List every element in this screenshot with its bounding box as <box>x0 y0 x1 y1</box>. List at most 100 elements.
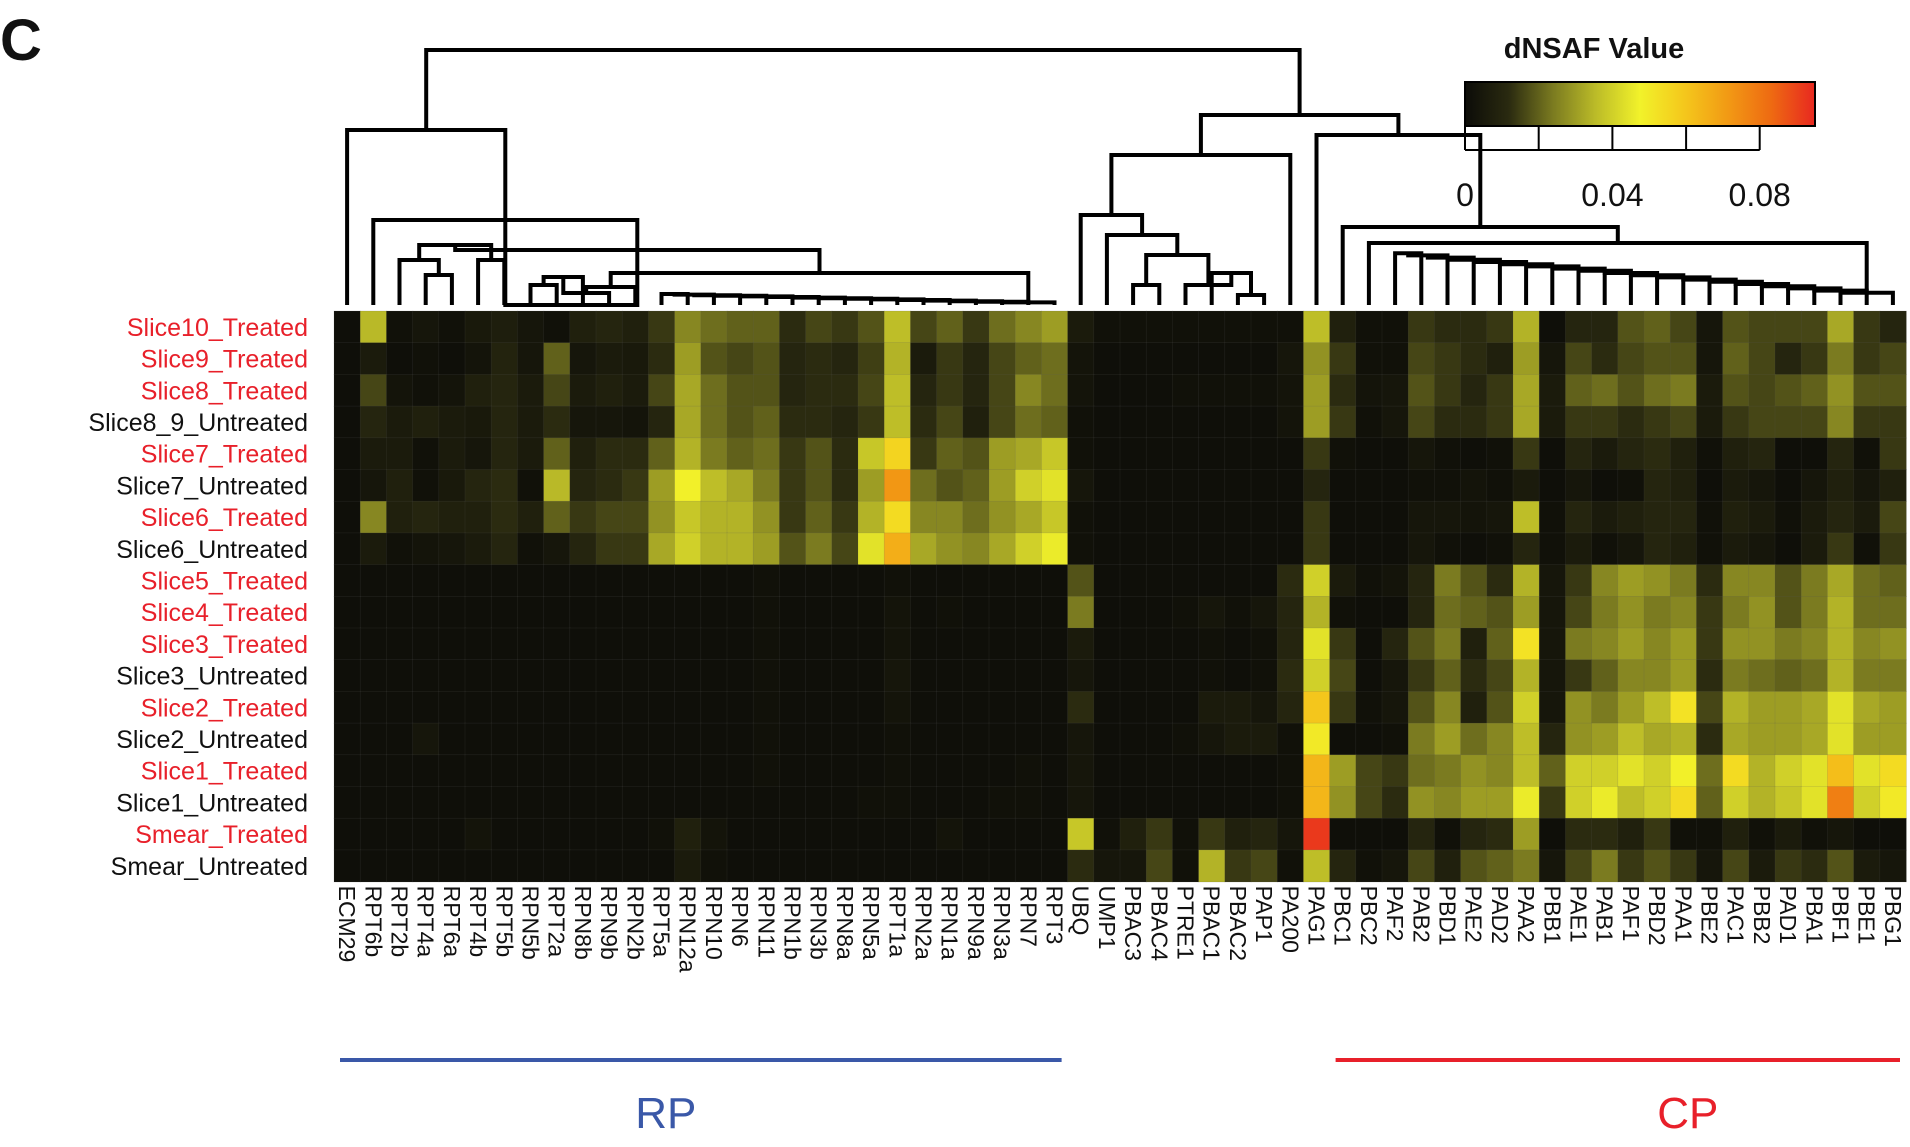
heatmap-cell <box>1041 754 1069 788</box>
heatmap-cell <box>988 342 1016 376</box>
heatmap-cell <box>1774 532 1802 566</box>
heatmap-cell <box>1879 310 1907 344</box>
heatmap-cell <box>1774 469 1802 502</box>
heatmap-cell <box>726 659 754 693</box>
column-label: PBAC3 <box>1120 886 1146 961</box>
heatmap-cell <box>1722 754 1750 788</box>
heatmap-cell <box>962 437 990 471</box>
heatmap-cell <box>1879 849 1907 883</box>
column-label: PAC1 <box>1723 886 1749 944</box>
heatmap-cell <box>1512 342 1540 376</box>
heatmap-cell <box>543 342 571 376</box>
column-label: RPN3a <box>989 886 1015 960</box>
heatmap-cell <box>438 500 466 534</box>
heatmap-cell <box>1748 310 1776 344</box>
heatmap-cell <box>910 374 938 407</box>
legend-tick-label: 0.08 <box>1729 177 1791 213</box>
heatmap-cell <box>700 722 728 756</box>
heatmap-cell <box>1093 691 1121 724</box>
heatmap-cell <box>1224 849 1252 883</box>
heatmap-cell <box>779 691 807 724</box>
heatmap-cell <box>438 595 466 629</box>
heatmap-cell <box>464 627 492 661</box>
heatmap-cell <box>1669 659 1698 693</box>
column-label: RPT2b <box>387 886 413 958</box>
heatmap-cell <box>726 627 754 661</box>
heatmap-cell <box>1669 817 1698 851</box>
heatmap-cell <box>386 849 414 883</box>
heatmap-cell <box>1800 469 1829 502</box>
heatmap-cell <box>412 500 440 534</box>
heatmap-cell <box>1486 754 1514 788</box>
heatmap-cell <box>752 627 781 661</box>
heatmap-cell <box>1250 722 1278 756</box>
heatmap-cell <box>1774 786 1802 819</box>
heatmap-cell <box>1250 374 1278 407</box>
heatmap-cell <box>1643 564 1671 597</box>
heatmap-cell <box>700 437 728 471</box>
heatmap-cell <box>805 659 833 693</box>
heatmap-cell <box>1486 627 1514 661</box>
heatmap-cell <box>333 532 361 566</box>
heatmap-cell <box>726 722 754 756</box>
heatmap-cell <box>1407 437 1436 471</box>
heatmap-cell <box>1512 310 1540 344</box>
heatmap-cell <box>412 722 440 756</box>
heatmap-cell <box>1669 532 1698 566</box>
heatmap-cell <box>1119 405 1147 439</box>
heatmap-cell <box>1512 564 1540 597</box>
heatmap-cell <box>831 754 859 788</box>
heatmap-cell <box>333 595 361 629</box>
heatmap-cell <box>1014 405 1043 439</box>
heatmap-cell <box>1696 310 1724 344</box>
heatmap-cell <box>1800 342 1829 376</box>
heatmap-cell <box>1800 437 1829 471</box>
heatmap-cell <box>490 722 519 756</box>
heatmap-cell <box>490 469 519 502</box>
heatmap-cell <box>1407 849 1436 883</box>
heatmap-cell <box>1538 437 1567 471</box>
heatmap-cell <box>1119 595 1147 629</box>
heatmap-cell <box>1224 437 1252 471</box>
heatmap-cell <box>569 564 597 597</box>
heatmap-cell <box>988 500 1016 534</box>
heatmap-cell <box>857 849 885 883</box>
heatmap-cell <box>1303 817 1331 851</box>
heatmap-cell <box>1303 627 1331 661</box>
heatmap-cell <box>1224 754 1252 788</box>
heatmap-cell <box>674 469 702 502</box>
heatmap-cell <box>1041 691 1069 724</box>
heatmap-cell <box>883 722 912 756</box>
heatmap-cell <box>333 754 361 788</box>
heatmap-cell <box>1669 500 1698 534</box>
heatmap-cell <box>1827 405 1855 439</box>
heatmap-cell <box>1381 849 1409 883</box>
heatmap-cell <box>1172 500 1200 534</box>
heatmap-cell <box>543 691 571 724</box>
heatmap-cell <box>1434 374 1462 407</box>
heatmap-cell <box>1853 627 1881 661</box>
heatmap-cell <box>1276 374 1305 407</box>
column-label: RPT5a <box>649 886 675 958</box>
heatmap-cell <box>1224 627 1252 661</box>
dendrogram-branch <box>423 273 454 305</box>
heatmap-cell <box>1093 595 1121 629</box>
heatmap-cell <box>726 595 754 629</box>
heatmap-cell <box>831 437 859 471</box>
dendrogram-branch <box>397 258 441 305</box>
heatmap-cell <box>1800 691 1829 724</box>
heatmap-cell <box>1827 500 1855 534</box>
heatmap-cell <box>910 532 938 566</box>
heatmap-cell <box>569 437 597 471</box>
heatmap-cell <box>648 849 676 883</box>
heatmap-cell <box>1460 754 1488 788</box>
heatmap-cell <box>438 342 466 376</box>
column-label: PA200 <box>1277 886 1303 953</box>
heatmap-cell <box>648 786 676 819</box>
heatmap-cell <box>464 659 492 693</box>
heatmap-cell <box>1119 659 1147 693</box>
heatmap-cell <box>1538 691 1567 724</box>
heatmap-cell <box>910 342 938 376</box>
heatmap-cell <box>1329 754 1357 788</box>
dendrogram-branch <box>1104 233 1180 305</box>
